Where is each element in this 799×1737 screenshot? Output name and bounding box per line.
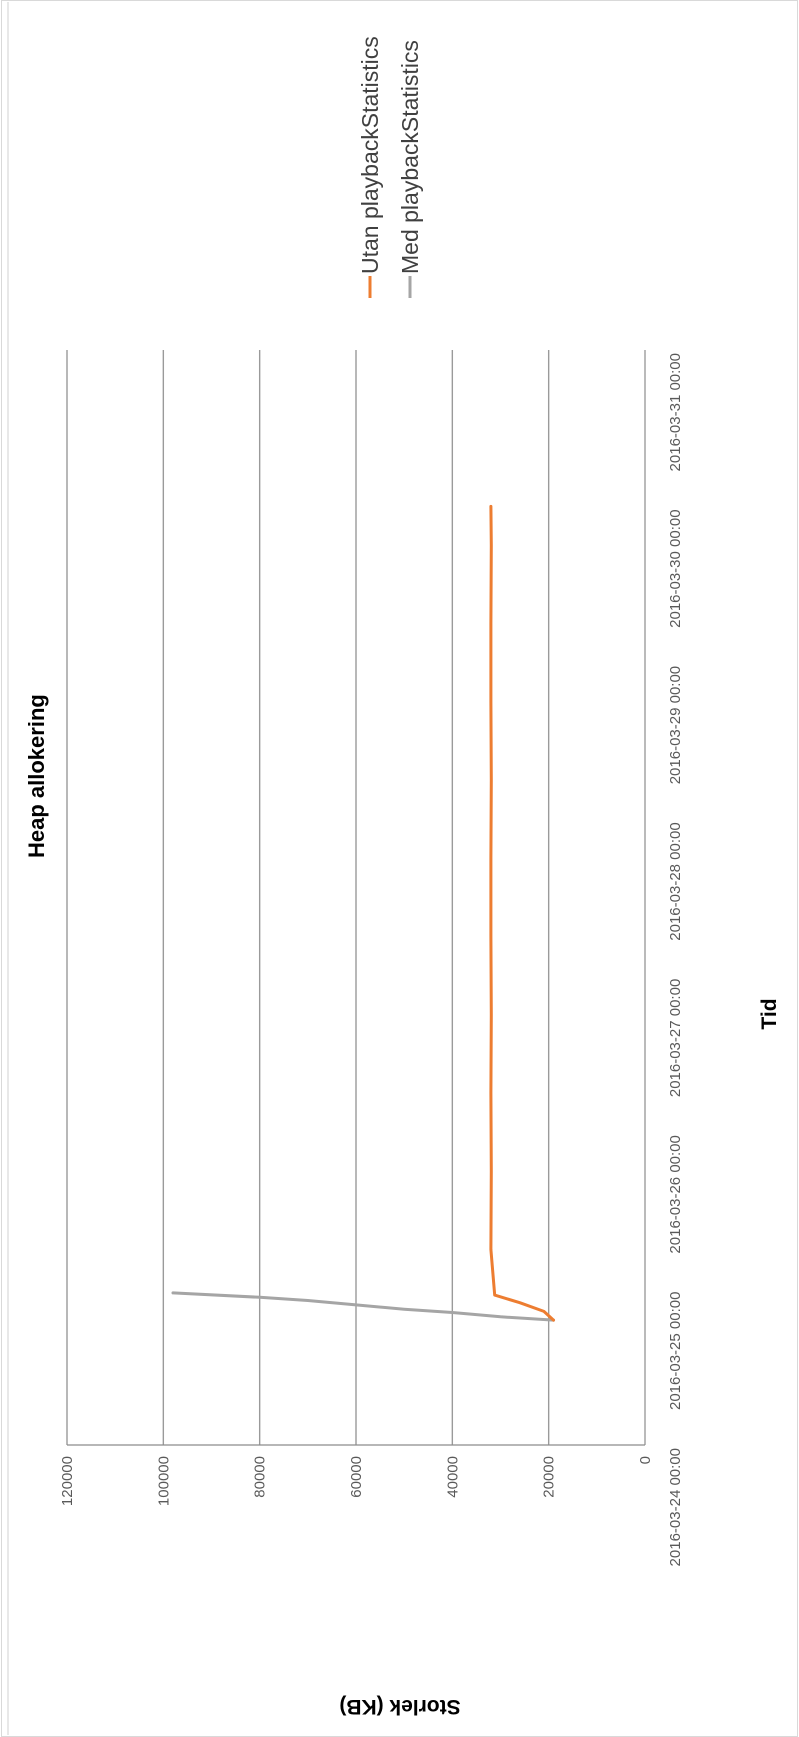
legend: Utan playbackStatistics Med playbackStati… xyxy=(357,36,423,298)
y-tick-label: 120000 xyxy=(59,1456,76,1506)
y-axis-ticks: 0 20000 40000 60000 80000 100000 120000 xyxy=(59,1456,654,1506)
x-tick-label: 2016-03-29 00:00 xyxy=(667,666,684,784)
chart-title: Heap allokering xyxy=(24,694,49,858)
x-tick-label: 2016-03-28 00:00 xyxy=(667,822,684,940)
grid-lines xyxy=(66,350,646,1446)
x-tick-label: 2016-03-26 00:00 xyxy=(667,1135,684,1253)
legend-label: Utan playbackStatistics xyxy=(357,36,383,274)
y-tick-label: 20000 xyxy=(541,1456,558,1498)
series-line-med-playbackstatistics xyxy=(171,1291,555,1322)
x-axis-ticks: 2016-03-24 00:00 2016-03-25 00:00 2016-03-… xyxy=(667,353,684,1566)
y-tick-label: 0 xyxy=(637,1456,654,1464)
y-tick-label: 40000 xyxy=(444,1456,461,1498)
series-line-utan-playbackstatistics xyxy=(489,504,555,1322)
x-tick-label: 2016-03-25 00:00 xyxy=(667,1292,684,1410)
y-axis-title: Storlek (KB) xyxy=(339,1695,460,1718)
plot-area xyxy=(171,504,555,1322)
x-tick-label: 2016-03-24 00:00 xyxy=(667,1448,684,1566)
y-tick-label: 80000 xyxy=(252,1456,269,1498)
x-tick-label: 2016-03-27 00:00 xyxy=(667,979,684,1097)
x-tick-label: 2016-03-30 00:00 xyxy=(667,509,684,627)
y-tick-label: 60000 xyxy=(348,1456,365,1498)
x-axis-title: Tid xyxy=(758,998,781,1029)
y-tick-label: 100000 xyxy=(155,1456,172,1506)
legend-label: Med playbackStatistics xyxy=(397,40,423,274)
x-tick-label: 2016-03-31 00:00 xyxy=(667,353,684,471)
